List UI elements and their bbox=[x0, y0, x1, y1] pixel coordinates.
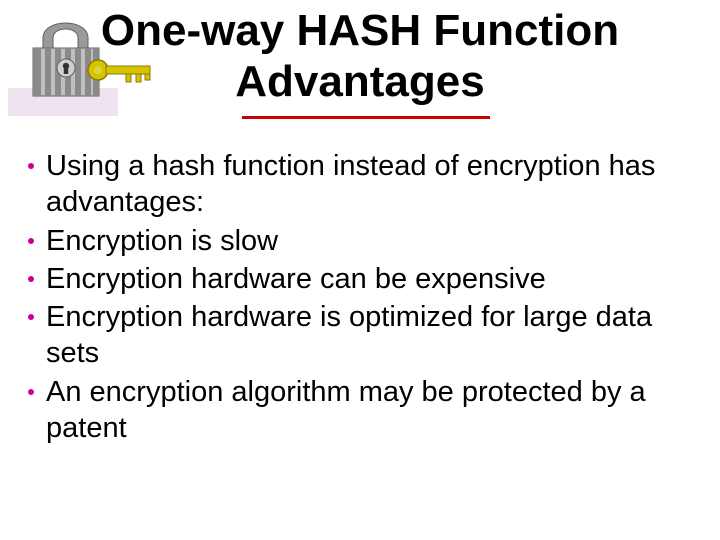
bullet-text: Using a hash function instead of encrypt… bbox=[46, 148, 700, 221]
slide-title-line1: One-way HASH Function bbox=[0, 6, 720, 57]
list-item: Using a hash function instead of encrypt… bbox=[28, 148, 700, 221]
bullet-text: Encryption hardware is optimized for lar… bbox=[46, 299, 700, 372]
bullet-dot-icon bbox=[28, 276, 34, 282]
bullet-dot-icon bbox=[28, 238, 34, 244]
list-item: An encryption algorithm may be protected… bbox=[28, 374, 700, 447]
slide-title-line2: Advantages bbox=[0, 57, 720, 108]
slide-title: One-way HASH Function Advantages bbox=[0, 6, 720, 107]
bullet-dot-icon bbox=[28, 163, 34, 169]
bullet-list: Using a hash function instead of encrypt… bbox=[28, 148, 700, 448]
bullet-dot-icon bbox=[28, 314, 34, 320]
list-item: Encryption is slow bbox=[28, 223, 700, 259]
bullet-text: Encryption is slow bbox=[46, 223, 700, 259]
bullet-text: Encryption hardware can be expensive bbox=[46, 261, 700, 297]
bullet-dot-icon bbox=[28, 389, 34, 395]
list-item: Encryption hardware is optimized for lar… bbox=[28, 299, 700, 372]
list-item: Encryption hardware can be expensive bbox=[28, 261, 700, 297]
bullet-text: An encryption algorithm may be protected… bbox=[46, 374, 700, 447]
title-underline bbox=[242, 116, 490, 119]
